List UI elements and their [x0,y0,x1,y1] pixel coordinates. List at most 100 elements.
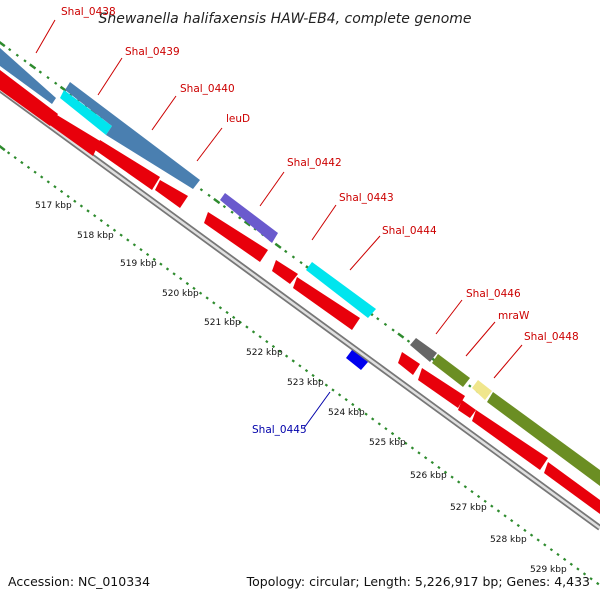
tick-mark [13,156,17,160]
tick-mark [377,422,381,426]
tick-mark [311,373,315,378]
gene-bar-mraw[interactable] [472,380,492,400]
gene-label[interactable]: leuD [226,113,250,125]
tick-mark [596,581,600,586]
tick-mark [0,40,6,48]
tick-mark [265,339,269,344]
tick-mark [126,238,130,242]
gene-bar-mrab[interactable] [432,354,470,387]
tick-mark [556,552,560,557]
tick-mark [376,317,380,321]
tick-mark [218,306,223,310]
gene-arrow-red-3[interactable] [95,140,160,190]
kbp-label: 518 kbp [77,231,114,241]
tick-mark [145,252,150,257]
tick-mark [106,223,110,228]
tick-mark [73,199,77,203]
gene-label[interactable]: Shal_0444 [382,225,437,237]
gene-label[interactable]: Shal_0439 [125,46,180,58]
tick-mark [251,330,256,334]
gene-label[interactable]: Shal_0440 [180,83,235,95]
gene-arrow-red-11[interactable] [472,410,548,470]
gene-arrow-red-2[interactable] [47,112,100,156]
tick-mark [46,180,50,184]
tick-mark [284,354,289,358]
tick-mark [503,514,507,518]
tick-mark [59,189,64,194]
tick-mark [562,557,567,561]
tick-mark [331,388,335,392]
gene-bar-shal-0446[interactable] [410,338,437,362]
tick-mark [172,272,176,276]
kbp-label: 519 kbp [120,259,157,269]
gene-bar-blue-small[interactable] [346,350,368,370]
gene-arrow-red-5[interactable] [204,212,268,262]
gene-arrow-red-7[interactable] [293,277,360,330]
tick-mark [152,257,156,261]
gene-arrow-red-8[interactable] [398,352,420,375]
gene-labels: Shal_0438 Shal_0439 Shal_0440 leuD Shal_… [61,6,579,436]
gene-arrow-red-12[interactable] [544,462,600,514]
tick-mark [230,210,234,214]
gene-label[interactable]: Shal_0445 [252,424,307,436]
gene-bar-shal-0444[interactable] [306,262,376,318]
tick-mark [93,214,97,218]
gene-label[interactable]: Shal_0443 [339,192,394,204]
tick-mark [543,543,547,547]
tick-mark [523,528,527,532]
tick-mark [351,402,355,407]
gene-bar-shal-0438[interactable] [0,48,56,104]
tick-mark [179,277,183,281]
tick-mark [66,194,70,199]
tick-mark [225,310,229,315]
gene-arrow-red-10[interactable] [458,400,476,418]
kbp-labels: 517 kbp 518 kbp 519 kbp 520 kbp 521 kbp … [35,201,567,575]
tick-mark [99,218,103,223]
kbp-label: 520 kbp [162,289,199,299]
tick-mark [212,301,216,305]
gene-arrow-red-6[interactable] [272,260,298,284]
gene-label[interactable]: Shal_0442 [287,157,342,169]
tick-mark [291,255,296,259]
gene-label[interactable]: Shal_0446 [466,288,521,300]
tick-mark [298,364,302,368]
tick-mark [536,538,540,542]
tick-mark [457,480,461,484]
kbp-label: 517 kbp [35,201,72,211]
gene-arrow-red-1[interactable] [0,70,58,126]
gene-label[interactable]: mraW [498,310,530,322]
gene-bar-shal-0440[interactable] [65,82,200,189]
tick-mark [232,315,236,320]
gene-bar-shal-0439[interactable] [60,90,112,135]
tick-mark [185,281,190,286]
tick-mark [38,70,43,74]
tick-mark [430,460,434,465]
tick-mark [437,465,441,470]
forward-strand-features [0,48,600,486]
gene-arrow-red-9[interactable] [418,368,465,408]
gene-label[interactable]: Shal_0448 [524,331,579,343]
tick-mark [476,494,481,499]
genome-summary-text: Topology: circular; Length: 5,226,917 bp… [246,574,590,589]
tick-mark [549,548,554,552]
gene-arrow-red-4[interactable] [155,180,188,208]
tick-mark [569,562,573,566]
gene-label[interactable]: Shal_0438 [61,6,116,18]
tick-mark [324,383,329,387]
tick-mark [271,344,276,349]
tick-mark [371,417,375,421]
tick-mark [397,436,401,440]
gene-bar-shal-0448[interactable] [487,392,600,486]
tick-mark [53,185,57,189]
tick-mark [243,220,251,227]
tick-mark [46,76,50,80]
tick-mark [383,322,388,326]
tick-mark [357,407,362,411]
gene-bar-shal-0442[interactable] [220,193,278,243]
tick-mark [213,197,221,205]
reverse-strand-features [0,70,600,514]
tick-mark [450,475,454,479]
tick-mark [222,204,227,209]
tick-mark [165,267,170,271]
